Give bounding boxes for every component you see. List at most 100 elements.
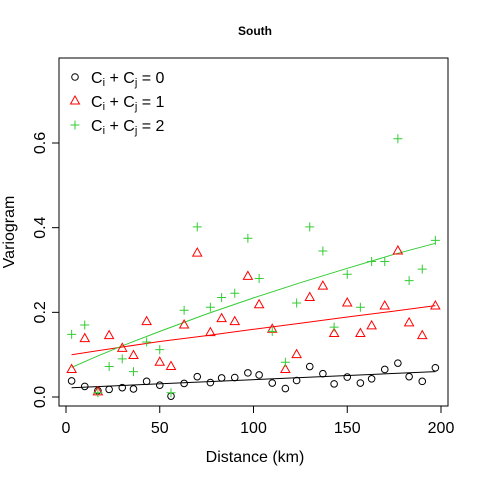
data-point-series-2 [355, 302, 365, 312]
legend-text-part: + C [105, 94, 135, 111]
data-point-series-1 [128, 349, 139, 360]
data-point-series-0 [292, 376, 301, 385]
legend-text-part: i [103, 125, 105, 137]
data-point-series-2 [129, 367, 138, 377]
data-point-series-2 [430, 235, 440, 245]
data-point-series-2 [93, 388, 103, 398]
x-tick-label: 100 [240, 420, 267, 437]
data-point-series-1 [317, 280, 329, 290]
data-point-series-1 [291, 348, 302, 359]
data-point-series-2 [192, 222, 202, 232]
data-point-series-0 [343, 373, 352, 381]
data-point-series-2 [230, 288, 240, 298]
legend-text-part: + C [105, 70, 135, 87]
data-point-series-2 [393, 134, 403, 144]
data-point-series-1 [205, 326, 216, 337]
legend-marker-1 [69, 94, 81, 105]
data-point-series-1 [304, 291, 316, 302]
data-point-series-0 [67, 377, 76, 385]
data-point-series-2 [142, 337, 152, 347]
fit-line-0 [71, 371, 436, 389]
data-point-series-0 [142, 377, 151, 386]
data-point-series-2 [166, 388, 176, 398]
legend-text-part: = 2 [137, 118, 164, 135]
data-point-series-2 [318, 246, 328, 256]
data-point-series-1 [328, 327, 340, 337]
data-point-series-2 [280, 357, 290, 367]
data-point-series-2 [104, 362, 114, 372]
data-point-series-2 [205, 302, 215, 312]
data-point-series-1 [66, 363, 77, 373]
data-point-series-2 [179, 305, 189, 315]
y-tick-label: 0.0 [32, 386, 49, 408]
data-point-series-1 [229, 315, 241, 326]
x-axis: 0 50 100 150 200 [62, 405, 455, 437]
data-point-series-1 [116, 342, 128, 352]
data-point-series-0 [80, 382, 89, 391]
data-point-series-0 [180, 379, 188, 388]
data-point-series-2 [404, 276, 414, 286]
data-point-series-2 [292, 298, 302, 308]
legend-text-part: C [91, 70, 103, 87]
data-point-series-1 [430, 299, 441, 310]
data-point-series-1 [280, 363, 291, 373]
data-point-series-0 [305, 362, 314, 371]
data-point-series-0 [268, 379, 277, 387]
data-point-series-2 [367, 257, 377, 267]
data-point-series-0 [129, 385, 138, 393]
data-point-series-0 [319, 369, 327, 378]
data-point-series-0 [118, 383, 127, 392]
legend-text-part: C [91, 118, 103, 135]
legend-text-part: = 0 [137, 70, 164, 87]
data-point-series-1 [403, 316, 415, 327]
data-point-series-1 [392, 244, 404, 255]
data-point-series-0 [230, 373, 239, 382]
y-tick-label: 0.2 [32, 301, 49, 323]
data-point-series-0 [394, 359, 402, 367]
data-point-series-2 [342, 269, 352, 279]
legend-text-part: + C [105, 118, 135, 135]
data-point-series-1 [154, 356, 166, 366]
legend-label-0: Ci + Cj = 0 [91, 70, 165, 89]
legend-text-part: = 1 [137, 94, 164, 111]
data-point-series-1 [141, 315, 152, 326]
data-point-series-2 [329, 322, 339, 332]
data-point-series-0 [431, 363, 440, 372]
legend-text-part: C [91, 94, 103, 111]
data-point-series-0 [105, 385, 113, 394]
legend-text-part: j [134, 77, 137, 89]
data-point-series-2 [243, 233, 253, 243]
data-point-series-0 [418, 377, 427, 386]
data-points [66, 134, 441, 400]
legend-marker-2 [70, 120, 80, 130]
legend-text-part: i [103, 77, 105, 89]
data-point-series-0 [155, 381, 164, 389]
legend-marker-0 [71, 73, 79, 81]
data-point-series-2 [267, 326, 277, 336]
x-tick-label: 200 [428, 420, 455, 437]
fit-line-1 [71, 305, 436, 356]
data-point-series-2 [67, 329, 77, 339]
data-point-series-0 [193, 372, 202, 381]
data-point-series-0 [367, 374, 376, 383]
data-point-series-2 [305, 222, 315, 232]
legend-text-part: i [103, 101, 105, 113]
data-point-series-0 [255, 371, 263, 379]
data-point-series-0 [330, 380, 338, 388]
data-point-series-1 [216, 312, 227, 323]
data-point-series-1 [165, 360, 177, 371]
y-axis: 0.0 0.2 0.4 0.6 [32, 132, 60, 408]
fit-lines [71, 242, 436, 389]
data-point-series-0 [206, 378, 215, 387]
x-tick-label: 0 [62, 420, 71, 437]
legend-text-part: j [134, 101, 137, 113]
x-tick-label: 50 [151, 420, 169, 437]
data-point-series-1 [103, 329, 115, 340]
data-point-series-0 [380, 365, 389, 374]
data-point-series-2 [80, 320, 90, 330]
data-point-series-0 [217, 374, 226, 382]
data-point-series-1 [253, 298, 265, 309]
data-point-series-1 [242, 270, 254, 280]
y-axis-label: Variogram [1, 196, 18, 269]
data-point-series-1 [355, 327, 366, 337]
